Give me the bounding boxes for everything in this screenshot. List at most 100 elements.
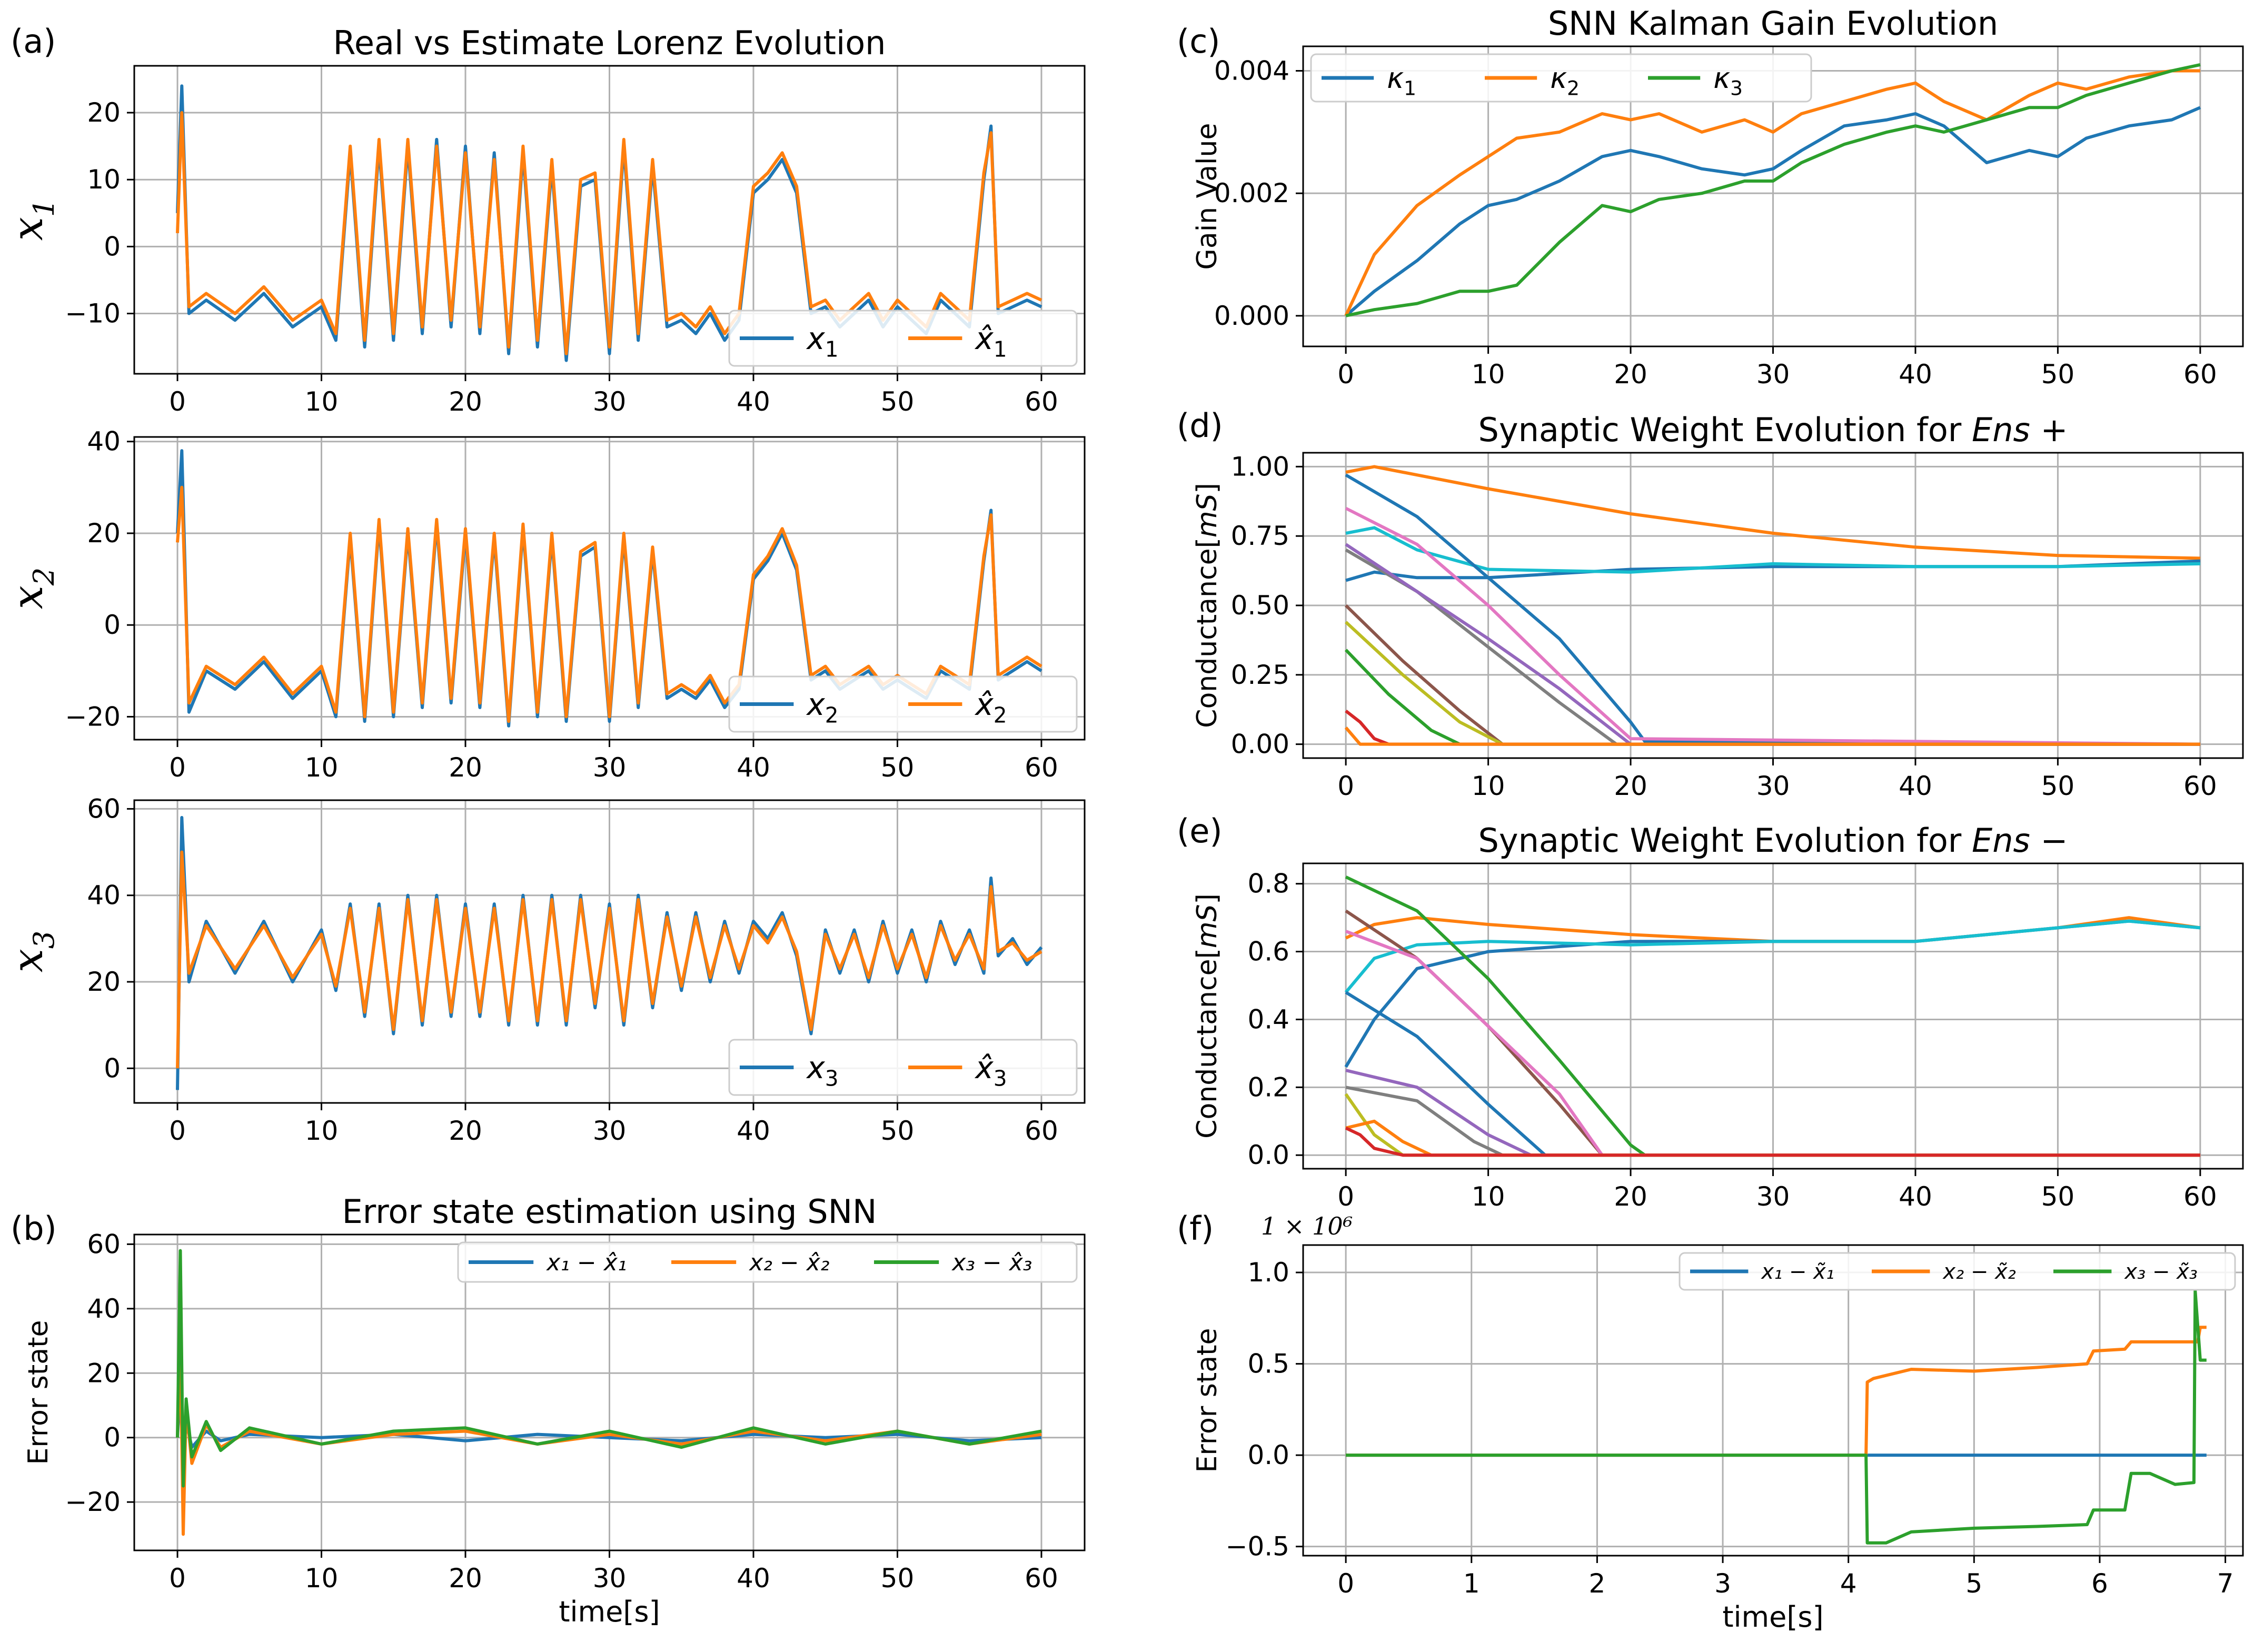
x-tick-label: 60 [1025,1563,1058,1594]
y-tick-label: 0.6 [1247,937,1289,967]
legend-item-x_1 - x_tilde_1: x₁ − x̃₁ [1690,1260,1834,1284]
chart-a1: 0 10 20 30 40 50 60 −10 0 10 20 Real vs Estimate Lo… [3,22,1086,417]
x-tick-label: 40 [1899,1181,1932,1212]
y-tick-label: 10 [87,164,121,195]
x-tick-label: 60 [1025,1116,1058,1146]
x-tick-label: 60 [2183,771,2217,801]
series-group [1344,63,2201,317]
plot-frame [1302,1244,2244,1557]
y-tick-label: 0.0 [1247,1140,1289,1170]
legend-item-x_3: x3 [740,1050,839,1091]
y-tick-label: 0 [104,610,121,640]
chart-c: 0 10 20 30 40 50 60 0.000 0.002 0.004 SNN Kalman G… [1177,4,2244,390]
svg-text:Error state: Error state [1191,1328,1223,1472]
legend-label: x₂ − x̂₂ [748,1249,829,1276]
y-tick-label: −10 [65,298,121,329]
legend-label: x₃ − x̂₃ [951,1249,1032,1276]
x-tick-label: 40 [737,1116,770,1146]
y-axis-label: Gain Value [1191,123,1223,270]
x-tick-label: 50 [881,386,915,417]
series-line-w3 [1345,526,2200,574]
chart-title: Synaptic Weight Evolution for Ens − [1478,821,2068,860]
panel-label: (c) [1177,22,1220,61]
y-tick-label: 0.50 [1231,590,1289,621]
legend-item-x_1 - x_hat_1: x₁ − x̂₁ [469,1249,627,1276]
y-axis-label: Conductance[mS] [1191,893,1223,1139]
y-tick-label: 1.00 [1231,451,1289,482]
x-tick-label: 10 [1472,359,1505,390]
x-tick-label: 0 [169,1563,186,1594]
y-tick-label: 40 [87,1293,121,1324]
series-group [1344,875,2201,1157]
series-line-kappa_1 [1345,106,2201,317]
legend-label: x₁ − x̃₁ [1760,1260,1834,1284]
y-tick-label: 0.000 [1214,301,1289,331]
series-group [1344,465,2201,746]
y-tick-label: 0.00 [1231,729,1289,760]
legend-label: κ1 [1387,62,1416,100]
chart-a3: 0 10 20 30 40 50 60 0 20 40 60 x3 x3 x̂3 [3,793,1086,1146]
legend-label: x3 [806,1050,838,1091]
legend-label: x̂1 [974,321,1007,362]
y-tick-label: 0.4 [1247,1004,1289,1034]
x-tick-label: 0 [1337,771,1354,801]
y-axis-label: Error state [23,1320,54,1465]
legend-item-x_2 - x_tilde_2: x₂ − x̃₂ [1872,1260,2016,1284]
series-line-w4 [1345,473,2200,746]
legend-label: x₂ − x̃₂ [1942,1260,2015,1284]
legend-item-x_1: x1 [740,321,839,362]
legend: x₁ − x̃₁ x₂ − x̃₂ x₃ − x̃₃ [1679,1252,2236,1291]
y-tick-label: 40 [87,426,121,457]
x-tick-label: 0 [169,752,186,783]
legend-item-x_3 - x_hat_3: x₃ − x̂₃ [874,1249,1032,1276]
legend: x₁ − x̂₁ x₂ − x̂₂ x₃ − x̂₃ [457,1241,1078,1283]
offset-label: 1 × 10⁶ [1261,1212,1353,1240]
x-tick-label: 40 [1899,359,1932,390]
x-tick-label: 30 [1756,771,1790,801]
y-tick-label: 0.002 [1214,178,1289,208]
x-tick-label: 7 [2217,1568,2234,1599]
x-tick-label: 0 [169,386,186,417]
x-tick-label: 3 [1714,1568,1731,1599]
panel-label: (e) [1177,812,1223,850]
y-tick-label: 20 [87,967,121,997]
x-tick-label: 6 [2091,1568,2108,1599]
legend-label: κ3 [1713,62,1743,100]
panel-label: (a) [11,22,56,61]
y-tick-label: 20 [87,1358,121,1388]
x-tick-label: 10 [305,1116,339,1146]
svg-text:Conductance[mS]: Conductance[mS] [1191,483,1223,728]
legend-label: κ2 [1550,62,1580,100]
y-tick-label: 1.0 [1247,1257,1289,1288]
chart-e: 0 10 20 30 40 50 60 0.0 0.2 0.4 0.6 0.8 Synaptic Wei… [1177,812,2244,1212]
y-tick-label: 40 [87,880,121,911]
x-tick-label: 60 [1025,386,1058,417]
y-tick-label: 0 [104,1422,121,1453]
chart-a2: 0 10 20 30 40 50 60 −20 0 20 40 x2 x2 x̂2 [3,426,1086,783]
gridlines [1303,863,2243,1169]
x-tick-label: 30 [1756,359,1790,390]
chart-d: 0 10 20 30 40 50 60 0.00 0.25 0.50 0.75 1.00 Synapti… [1177,406,2244,801]
legend: x1 x̂1 [728,310,1078,367]
panel-label: (d) [1177,406,1223,445]
legend-item-x_2: x2 [740,686,839,728]
series-line-kappa_2 [1344,69,2200,317]
legend-label: x2 [806,686,838,728]
series-line-kappa_3 [1345,63,2201,317]
y-tick-label: −0.5 [1226,1531,1289,1562]
series-line-x_hat_3 [176,850,1042,1069]
x-tick-label: 30 [593,1116,627,1146]
x-tick-label: 1 [1463,1568,1480,1599]
y-tick-label: 20 [87,97,121,128]
svg-text:x3: x3 [3,931,61,972]
x-tick-label: 10 [1472,1181,1505,1212]
x-tick-label: 5 [1965,1568,1982,1599]
legend-item-kappa_3: κ3 [1648,62,1743,100]
gridlines [1303,453,2243,758]
legend: x3 x̂3 [728,1039,1078,1096]
x-tick-label: 60 [1025,752,1058,783]
legend-item-x_hat_2: x̂2 [908,686,1007,728]
svg-text:x2: x2 [3,568,61,609]
x-tick-label: 0 [169,1116,186,1146]
